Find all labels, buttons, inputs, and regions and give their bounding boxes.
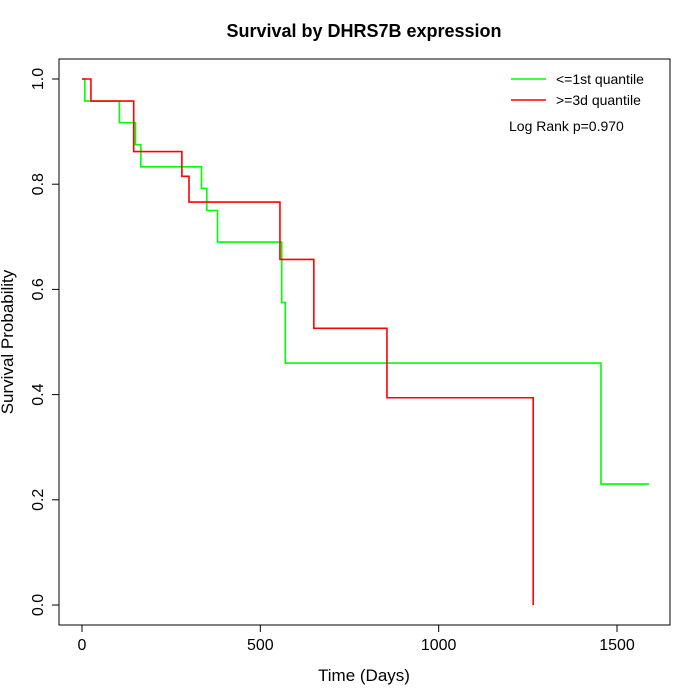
x-tick-label: 0 [78, 637, 87, 654]
y-tick-label: 0.8 [30, 173, 47, 195]
y-axis-label: Survival Probability [0, 269, 17, 414]
x-tick-label: 1500 [599, 637, 635, 654]
log-rank-annotation: Log Rank p=0.970 [509, 118, 624, 134]
plot-frame [58, 58, 671, 626]
y-tick-label: 0.2 [30, 489, 47, 511]
legend-label-series-2: >=3d quantile [556, 92, 641, 108]
x-axis-label: Time (Days) [318, 666, 410, 685]
x-tick-label: 1000 [421, 637, 457, 654]
survival-curve-series-1 [82, 78, 650, 485]
y-axis: 0.0 0.2 0.4 0.6 0.8 1.0 [30, 68, 60, 616]
y-tick-label: 0.0 [30, 594, 47, 616]
y-tick-label: 0.6 [30, 278, 47, 300]
y-tick-label: 1.0 [30, 68, 47, 90]
x-tick-label: 500 [247, 637, 274, 654]
x-axis: 0 500 1000 1500 [78, 624, 635, 654]
legend: <=1st quantile >=3d quantile [511, 71, 644, 108]
survival-curve-series-2 [82, 78, 534, 605]
y-tick-label: 0.4 [30, 383, 47, 405]
legend-label-series-1: <=1st quantile [556, 71, 644, 87]
chart-title: Survival by DHRS7B expression [226, 21, 501, 41]
series-layer [82, 78, 650, 605]
